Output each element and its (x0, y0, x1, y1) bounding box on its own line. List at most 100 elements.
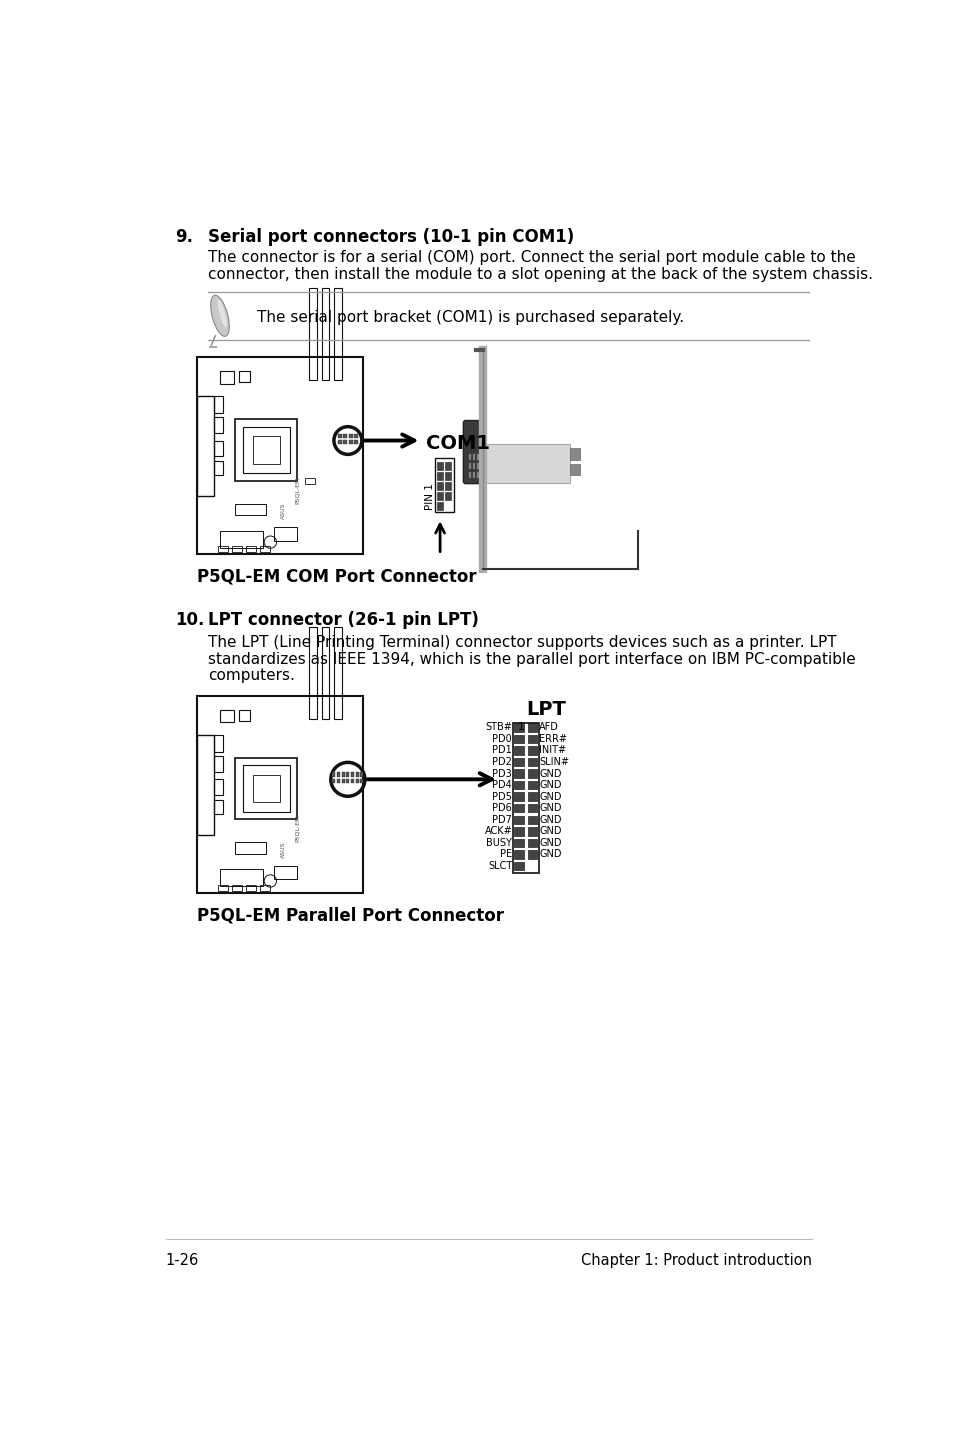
Bar (514, 815, 523, 824)
Bar (305, 479, 314, 485)
Bar (436, 492, 443, 500)
Text: STB#: STB# (485, 722, 512, 732)
Bar (235, 418, 297, 480)
Bar (337, 434, 341, 439)
Bar (337, 440, 341, 443)
Bar (444, 462, 451, 470)
Bar (513, 723, 537, 873)
Text: 1: 1 (517, 722, 524, 732)
Bar (444, 492, 451, 500)
Text: The connector is for a serial (COM) port. Connect the serial port module cable t: The connector is for a serial (COM) port… (208, 250, 855, 265)
Text: COM1: COM1 (426, 434, 490, 453)
Bar (514, 861, 523, 870)
Text: GND: GND (538, 850, 561, 860)
Bar (196, 696, 363, 893)
Text: SLCT: SLCT (487, 861, 512, 871)
Bar (348, 434, 353, 439)
Text: standardizes as IEEE 1394, which is the parallel port interface on IBM PC-compat: standardizes as IEEE 1394, which is the … (208, 651, 855, 666)
Bar (321, 288, 329, 381)
Text: INIT#: INIT# (538, 745, 566, 755)
Bar (218, 884, 228, 892)
Bar (472, 453, 475, 460)
Bar (235, 758, 297, 820)
Bar (260, 546, 270, 552)
Text: ASUS: ASUS (281, 841, 286, 858)
Bar (239, 710, 250, 720)
Bar (213, 756, 223, 772)
Bar (472, 463, 475, 469)
Ellipse shape (217, 299, 227, 328)
Text: PD2: PD2 (492, 756, 512, 766)
Bar (343, 434, 347, 439)
Bar (213, 779, 223, 795)
Bar (354, 434, 357, 439)
Bar (480, 463, 482, 469)
Text: P5QL-EM Parallel Port Connector: P5QL-EM Parallel Port Connector (196, 906, 503, 925)
Text: PD4: PD4 (492, 779, 512, 789)
Bar (309, 288, 316, 381)
Bar (196, 735, 213, 835)
Text: GND: GND (538, 804, 561, 814)
Bar (220, 531, 262, 548)
Text: GND: GND (538, 838, 561, 848)
Bar (468, 463, 471, 469)
Bar (355, 772, 358, 777)
Bar (260, 884, 270, 892)
Text: 10.: 10. (174, 611, 204, 630)
Bar (468, 453, 471, 460)
Bar (246, 546, 255, 552)
Bar (514, 850, 523, 858)
Bar (514, 746, 523, 755)
Bar (220, 870, 262, 886)
Text: PD5: PD5 (492, 792, 512, 801)
Bar (355, 778, 358, 784)
Text: P5QL-EM COM Port Connector: P5QL-EM COM Port Connector (196, 568, 476, 585)
Text: GND: GND (538, 792, 561, 801)
Bar (334, 627, 341, 719)
Bar (514, 827, 523, 835)
Bar (235, 503, 266, 515)
Bar (527, 838, 537, 847)
Bar (480, 453, 482, 460)
Text: PD0: PD0 (492, 733, 512, 743)
Text: GND: GND (538, 768, 561, 778)
Bar (239, 371, 250, 383)
Bar (527, 815, 537, 824)
Bar (435, 459, 454, 512)
Text: GND: GND (538, 779, 561, 789)
Ellipse shape (211, 295, 229, 336)
Bar (336, 772, 340, 777)
Bar (351, 778, 354, 784)
Bar (514, 838, 523, 847)
Bar (476, 472, 478, 479)
Bar (246, 884, 255, 892)
Bar (527, 804, 537, 812)
Bar (346, 778, 349, 784)
Bar (527, 746, 537, 755)
Bar (220, 710, 233, 722)
Text: Serial port connectors (10-1 pin COM1): Serial port connectors (10-1 pin COM1) (208, 229, 574, 246)
Bar (514, 769, 523, 778)
Text: SLIN#: SLIN# (538, 756, 569, 766)
Bar (235, 843, 266, 854)
Bar (436, 482, 443, 490)
Text: ASUS: ASUS (281, 502, 286, 519)
Text: The LPT (Line Printing Terminal) connector supports devices such as a printer. L: The LPT (Line Printing Terminal) connect… (208, 634, 836, 650)
Text: 9.: 9. (174, 229, 193, 246)
Text: computers.: computers. (208, 669, 294, 683)
Bar (243, 427, 290, 473)
Bar (213, 440, 223, 456)
Bar (253, 436, 280, 463)
Bar (472, 472, 475, 479)
Bar (213, 417, 223, 433)
Text: PIN 1: PIN 1 (425, 483, 435, 510)
Text: P5QL-EM: P5QL-EM (294, 476, 299, 503)
Bar (527, 758, 537, 766)
Bar (514, 735, 523, 743)
Bar (336, 778, 340, 784)
Bar (527, 735, 537, 743)
Bar (436, 502, 443, 510)
Bar (514, 723, 523, 732)
Bar (514, 758, 523, 766)
Bar (213, 800, 223, 814)
